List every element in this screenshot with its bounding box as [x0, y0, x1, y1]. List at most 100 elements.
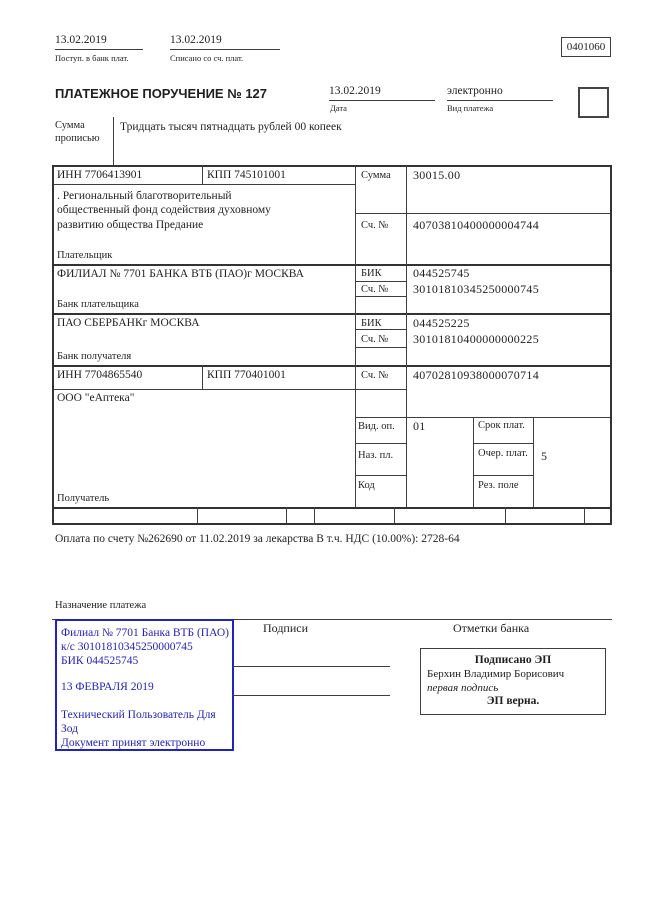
purpose-text: Оплата по счету №262690 от 11.02.2019 за…	[55, 533, 460, 545]
beneficiary-bank-account-label: Сч. №	[361, 334, 389, 345]
payer-kpp: КПП 745101001	[207, 169, 286, 181]
operation-type-label: Вид. оп.	[358, 421, 395, 432]
received-in-bank-date: 13.02.2019	[55, 33, 143, 51]
amount-words-label: Сумма прописью	[55, 120, 100, 145]
signature-line	[232, 666, 390, 667]
table-grid-line	[52, 165, 612, 167]
amount-label: Сумма	[361, 170, 391, 181]
payer-account-value: 40703810400000004744	[413, 218, 539, 232]
payer-name: . Региональный благотворительный обществ…	[57, 190, 271, 231]
debited-from-account-date: 13.02.2019	[170, 33, 280, 51]
tax-fields-cell-divider	[314, 507, 316, 523]
beneficiary-inn: ИНН 7704865540	[57, 369, 143, 381]
beneficiary-bank-bik-value: 044525225	[413, 316, 470, 330]
beneficiary-account-value: 40702810938000070714	[413, 368, 539, 382]
payment-priority-value: 5	[541, 449, 548, 463]
payment-kind-value: электронно	[447, 84, 553, 102]
table-grid-line	[473, 475, 534, 477]
table-grid-line	[52, 264, 612, 266]
beneficiary-section-label: Получатель	[57, 493, 110, 504]
table-grid-line	[355, 417, 612, 419]
bank-note-line: Документ принят электронно	[61, 737, 206, 749]
table-grid-line	[52, 165, 54, 525]
signatures-header: Подписи	[263, 621, 309, 635]
table-grid-line	[473, 417, 475, 507]
table-grid-line	[406, 165, 408, 507]
bank-note-box	[55, 619, 234, 751]
bank-note-line: Филиал № 7701 Банка ВТБ (ПАО)	[61, 627, 229, 639]
bank-note-line: Зод	[61, 723, 79, 735]
payer-inn: ИНН 7706413901	[57, 169, 143, 181]
table-grid-line	[52, 507, 612, 509]
payer-account-label: Сч. №	[361, 220, 389, 231]
table-grid-line	[610, 165, 612, 525]
payer-bank-bik-value: 044525745	[413, 266, 470, 280]
tax-fields-cell-divider	[286, 507, 288, 523]
amount-value: 30015.00	[413, 168, 461, 182]
stamp-box: Подписано ЭП Берхин Владимир Борисович п…	[420, 648, 606, 715]
payment-priority-label: Очер. плат.	[478, 448, 528, 459]
payer-bank-bik-label: БИК	[361, 268, 382, 279]
table-grid-line	[355, 165, 357, 507]
tax-fields-cell-divider	[505, 507, 507, 523]
table-grid-line	[52, 523, 612, 525]
beneficiary-bank-bik-label: БИК	[361, 318, 382, 329]
beneficiary-kpp: КПП 770401001	[207, 369, 286, 381]
payment-purpose-code-label: Наз. пл.	[358, 450, 394, 461]
table-grid-line	[473, 443, 534, 445]
document-date: 13.02.2019	[329, 84, 435, 102]
beneficiary-bank-section-label: Банк получателя	[57, 351, 132, 362]
amount-words-divider	[113, 117, 115, 165]
table-grid-line	[533, 417, 535, 507]
tax-fields-cell-divider	[584, 507, 586, 523]
signature-line	[232, 695, 390, 696]
table-grid-line	[355, 213, 612, 215]
acceptance-checkbox	[578, 87, 609, 118]
bank-note-line: Технический Пользователь Для	[61, 709, 216, 721]
bank-note-line: 13 ФЕВРАЛЯ 2019	[61, 681, 154, 693]
document-title: ПЛАТЕЖНОЕ ПОРУЧЕНИЕ № 127	[55, 86, 268, 101]
payer-bank-account-label: Сч. №	[361, 284, 389, 295]
bank-note-line: к/с 30101810345250000745	[61, 641, 193, 653]
reserve-field-label: Рез. поле	[478, 480, 519, 491]
beneficiary-bank-account-value: 30101810400000000225	[413, 332, 539, 346]
table-grid-line	[355, 329, 407, 331]
bank-marks-header: Отметки банка	[453, 621, 530, 635]
table-grid-line	[355, 347, 407, 349]
received-in-bank-label: Поступ. в банк плат.	[55, 53, 129, 63]
amount-words-value: Тридцать тысяч пятнадцать рублей 00 копе…	[120, 121, 342, 133]
table-grid-line	[52, 389, 407, 391]
document-date-label: Дата	[330, 103, 347, 113]
table-grid-line	[202, 165, 204, 184]
payer-bank-name: ФИЛИАЛ № 7701 БАНКА ВТБ (ПАО)г МОСКВА	[57, 268, 304, 280]
debited-from-account-label: Списано со сч. плат.	[170, 53, 244, 63]
table-grid-line	[355, 475, 407, 477]
payer-bank-section-label: Банк плательщика	[57, 299, 139, 310]
table-grid-line	[52, 365, 612, 367]
table-grid-line	[52, 184, 355, 186]
stamp-title: Подписано ЭП	[474, 654, 552, 666]
payer-section-label: Плательщик	[57, 250, 113, 261]
beneficiary-account-label: Сч. №	[361, 370, 389, 381]
purpose-section-label: Назначение платежа	[55, 600, 147, 611]
form-code-box: 0401060	[561, 37, 611, 57]
stamp-signature-type: первая подпись	[427, 682, 499, 694]
stamp-signer-name: Берхин Владимир Борисович	[427, 668, 565, 680]
payment-kind-label: Вид платежа	[447, 103, 494, 113]
payer-bank-account-value: 30101810345250000745	[413, 282, 539, 296]
purpose-section-line	[52, 619, 612, 621]
table-grid-line	[355, 296, 407, 298]
table-grid-line	[355, 281, 407, 283]
table-grid-line	[52, 313, 612, 315]
beneficiary-bank-name: ПАО СБЕРБАНКг МОСКВА	[57, 317, 200, 329]
code-label: Код	[358, 480, 375, 491]
table-grid-line	[202, 365, 204, 389]
tax-fields-cell-divider	[197, 507, 199, 523]
operation-type-value: 01	[413, 419, 426, 433]
stamp-footer: ЭП верна.	[486, 695, 540, 707]
payment-term-label: Срок плат.	[478, 420, 525, 431]
bank-note-line: БИК 044525745	[61, 655, 139, 667]
table-grid-line	[355, 443, 407, 445]
beneficiary-name: ООО "еАптека"	[57, 392, 135, 404]
form-code: 0401060	[566, 41, 606, 53]
